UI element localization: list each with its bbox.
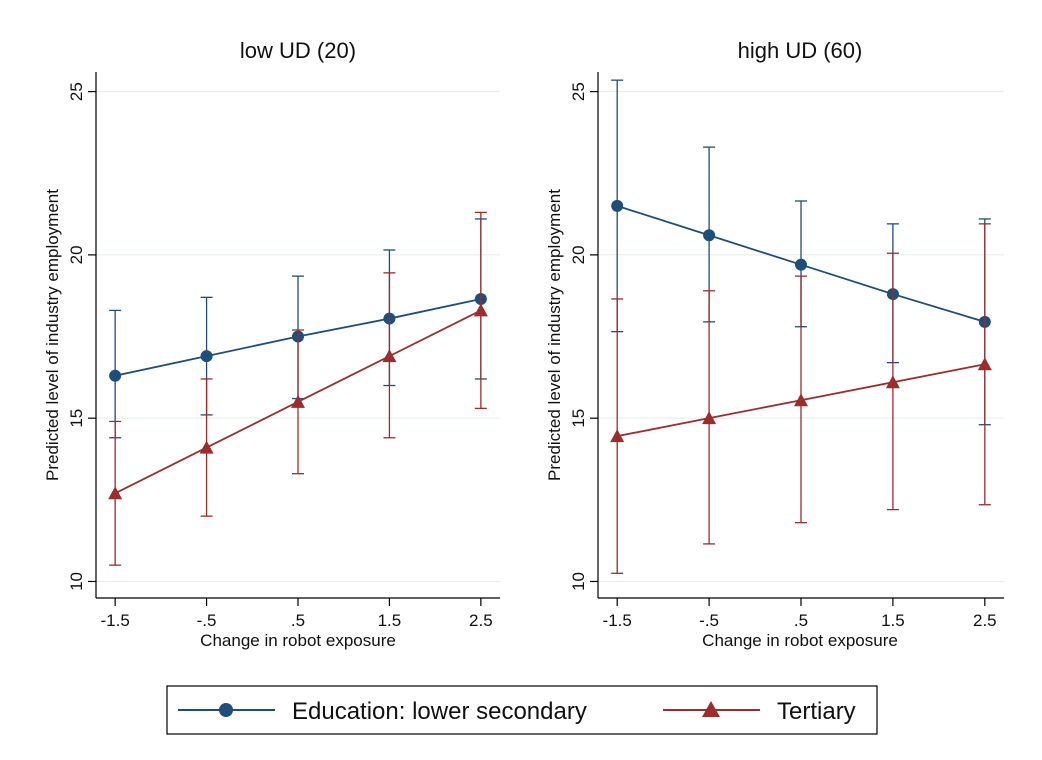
data-point-tertiary (108, 486, 123, 500)
x-tick-label: -1.5 (603, 611, 632, 630)
panel-low-ud: low UD (20) Change in robot exposure Pre… (43, 38, 500, 650)
data-point-tertiary (977, 357, 992, 371)
x-tick-label: -.5 (699, 611, 719, 630)
x-tick-label: -1.5 (100, 611, 129, 630)
data-point-tertiary (885, 375, 900, 389)
legend-label-lower-secondary: Education: lower secondary (292, 698, 587, 725)
legend-marker-triangle (702, 701, 720, 717)
y-tick-label: 25 (569, 82, 588, 101)
legend: Education: lower secondary Tertiary (166, 685, 878, 735)
y-tick-label: 10 (67, 572, 86, 591)
x-tick-label: -.5 (197, 611, 217, 630)
data-point-tertiary (702, 411, 717, 425)
data-point-tertiary (291, 394, 305, 408)
x-tick-label: 1.5 (378, 611, 402, 630)
data-point-tertiary (382, 349, 397, 363)
data-point-tertiary (794, 393, 808, 407)
y-tick-label: 15 (67, 409, 86, 428)
data-point-lower-secondary (703, 229, 716, 242)
x-axis-label: Change in robot exposure (200, 631, 396, 650)
y-tick-label: 25 (67, 82, 86, 101)
plot-area: 10 15 20 25 -1.5 -.5 .5 1.5 2.5 (569, 72, 1004, 630)
legend-item-lower-secondary: Education: lower secondary (178, 698, 587, 725)
legend-marker-circle (219, 703, 233, 717)
panel-title: high UD (60) (738, 38, 863, 63)
y-tick-label: 20 (67, 245, 86, 264)
y-tick-label: 20 (569, 245, 588, 264)
legend-label-tertiary: Tertiary (777, 698, 856, 725)
y-axis-label: Predicted level of industry employment (43, 189, 62, 481)
plot-area: 10 15 20 25 -1.5 -.5 .5 1.5 2.5 (67, 72, 500, 630)
x-tick-label: .5 (291, 611, 305, 630)
data-point-lower-secondary (109, 369, 122, 382)
data-point-lower-secondary (200, 350, 213, 363)
panel-title: low UD (20) (240, 38, 356, 63)
data-point-tertiary (473, 303, 488, 317)
x-tick-label: .5 (794, 611, 808, 630)
x-tick-label: 2.5 (469, 611, 493, 630)
x-tick-label: 1.5 (881, 611, 905, 630)
legend-item-tertiary: Tertiary (663, 698, 856, 725)
data-point-tertiary (610, 429, 625, 443)
y-axis-label: Predicted level of industry employment (545, 189, 564, 481)
panel-high-ud: high UD (60) Change in robot exposure Pr… (545, 38, 1004, 650)
data-point-lower-secondary (795, 258, 807, 271)
data-point-tertiary (199, 440, 214, 454)
x-axis-label: Change in robot exposure (702, 631, 898, 650)
y-tick-label: 15 (569, 409, 588, 428)
data-point-lower-secondary (611, 199, 624, 212)
y-tick-label: 10 (569, 572, 588, 591)
x-tick-label: 2.5 (973, 611, 997, 630)
